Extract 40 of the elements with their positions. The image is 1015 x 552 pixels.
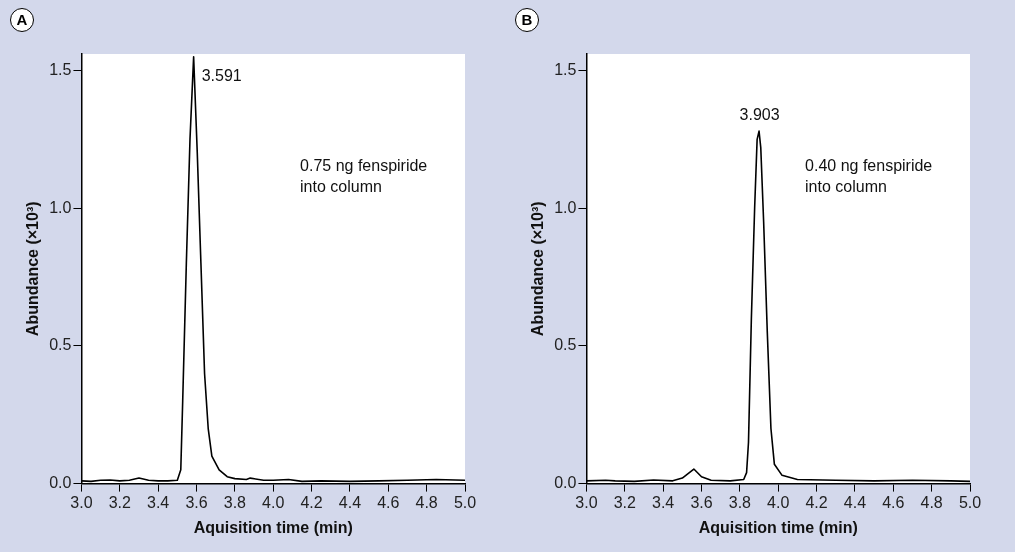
x-tick-label: 3.6: [185, 493, 208, 511]
y-tick-label: 0.0: [49, 474, 72, 492]
x-tick-label: 3.8: [728, 493, 752, 511]
y-tick-label: 0.5: [49, 336, 72, 354]
y-tick-label: 0.5: [554, 336, 577, 354]
x-tick-label: 5.0: [958, 493, 982, 511]
x-tick-label: 3.4: [147, 493, 170, 511]
x-tick-label: 3.4: [652, 493, 675, 511]
x-tick-label: 4.0: [262, 493, 285, 511]
y-tick-label: 1.5: [49, 60, 72, 78]
annotation: 3.903: [739, 105, 780, 123]
x-tick-label: 4.0: [767, 493, 790, 511]
annotation: 0.40 ng fenspiride into column: [805, 156, 933, 195]
x-tick-label: 3.0: [70, 493, 93, 511]
x-tick-label: 4.4: [843, 493, 867, 511]
chart-title: A: [10, 8, 34, 32]
x-tick-label: 3.2: [613, 493, 637, 511]
y-tick-label: 1.5: [554, 60, 577, 78]
annotation: 0.75 ng fenspiride into column: [300, 156, 428, 195]
x-tick-label: 5.0: [453, 493, 477, 511]
x-tick-label: 4.8: [415, 493, 438, 511]
x-axis-title: Aquisition time (min): [698, 518, 858, 536]
x-tick-label: 3.6: [690, 493, 713, 511]
chart-title: B: [515, 8, 539, 32]
x-tick-label: 3.8: [223, 493, 247, 511]
x-tick-label: 3.2: [108, 493, 132, 511]
y-tick-label: 1.0: [49, 198, 72, 216]
x-tick-label: 4.4: [338, 493, 362, 511]
x-tick-label: 4.6: [882, 493, 905, 511]
y-axis-title: Abundance (×10³): [24, 201, 42, 337]
x-axis-title: Aquisition time (min): [193, 518, 353, 536]
x-tick-label: 4.2: [805, 493, 828, 511]
annotation: 3.591: [201, 66, 242, 84]
x-tick-label: 4.2: [300, 493, 323, 511]
x-tick-label: 4.6: [377, 493, 400, 511]
x-tick-label: 4.8: [920, 493, 943, 511]
x-tick-label: 3.0: [575, 493, 598, 511]
y-tick-label: 0.0: [554, 474, 577, 492]
y-tick-label: 1.0: [554, 198, 577, 216]
y-axis-title: Abundance (×10³): [529, 201, 547, 337]
